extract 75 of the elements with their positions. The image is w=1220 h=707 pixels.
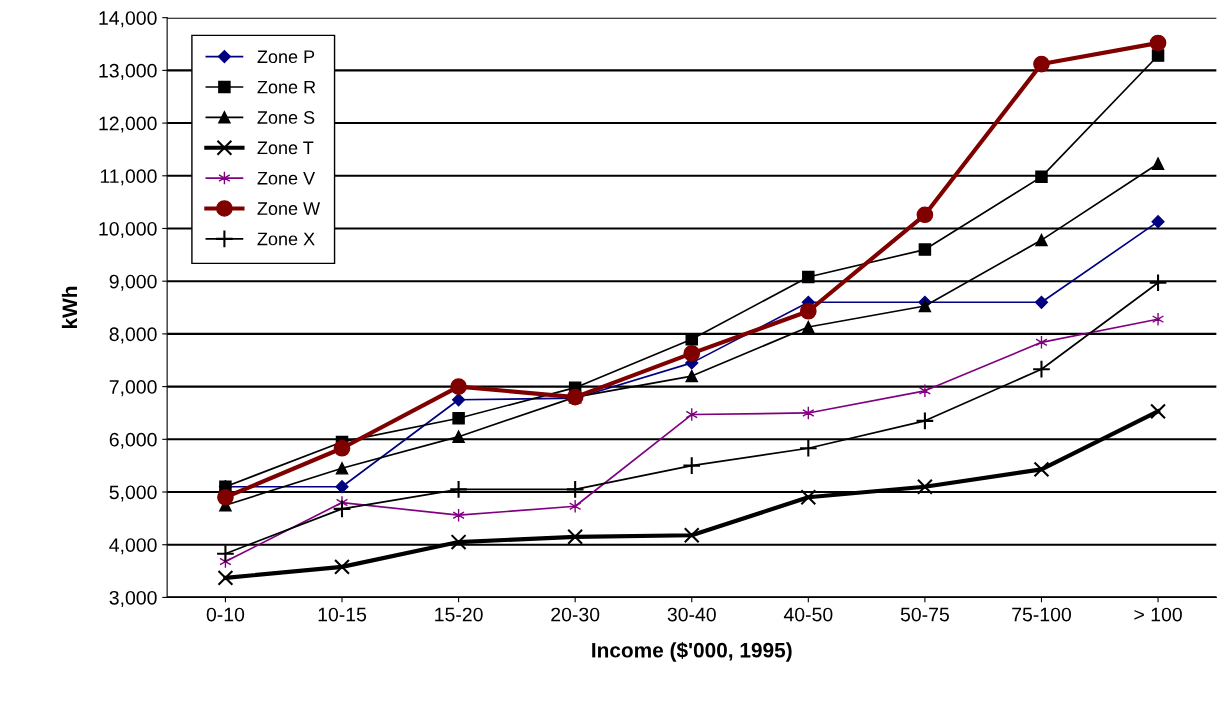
point [216,544,235,564]
y-tick-label: 13,000 [99,63,157,80]
y-tick-label: 11,000 [100,169,157,186]
y-tick-label: 12,000 [99,116,157,133]
point [1150,403,1167,420]
point [565,480,585,499]
point [1149,34,1167,52]
point [915,411,935,431]
x-tick-label: 15-20 [435,607,483,622]
point [918,243,932,256]
point [798,438,818,458]
point [683,527,700,544]
point [333,439,351,457]
point [683,345,701,362]
y-tick-label: 5,000 [109,485,157,502]
point [217,488,234,506]
y-tick-label: 7,000 [109,380,157,397]
x-tick-label: 40-50 [783,607,833,622]
point [567,528,584,545]
point [1151,215,1165,229]
y-tick-label: 8,000 [109,327,157,344]
point [450,378,467,395]
y-tick-label: 9,000 [109,274,157,291]
legend-label: Zone X [257,232,315,246]
point [450,534,467,551]
y-tick-label: 4,000 [109,538,157,555]
point [1033,461,1050,478]
point [1151,157,1165,170]
point [918,383,932,398]
point [449,480,468,499]
y-tick-label: 6,000 [109,432,157,449]
point [335,462,349,475]
x-tick-label: 20-30 [551,607,600,622]
y-axis-title: kWh [61,286,77,329]
point [335,480,349,494]
point [332,499,352,519]
y-tick-label: 14,000 [99,11,157,28]
point [451,393,466,407]
legend-label: Zone T [257,141,314,155]
point [1035,170,1048,184]
x-tick-label: 50-75 [900,607,949,622]
legend-label: Zone P [257,50,315,64]
point [452,411,465,425]
point [334,558,350,575]
point [799,302,817,320]
point [802,320,815,334]
x-tick-label: 75-100 [1012,607,1071,622]
point [800,489,817,506]
x-tick-label: 10-15 [318,607,367,622]
x-tick-label: 30-40 [667,607,716,622]
point [1033,55,1050,73]
x-tick-label: 0-10 [206,607,245,622]
point [685,369,698,383]
x-axis-title: Income ($'000, 1995) [592,641,792,662]
point [916,478,933,495]
legend-label: Zone V [257,172,316,185]
point [1151,312,1165,327]
point [1034,295,1049,309]
point [802,270,815,284]
y-tick-label: 3,000 [109,590,157,607]
point [569,499,582,514]
y-tick-label: 10,000 [99,221,157,239]
legend-label: Zone W [257,202,321,215]
point [1151,49,1165,62]
legend-label: Zone R [257,80,316,94]
point [1032,359,1051,379]
point [916,206,934,224]
point [918,299,932,313]
x-tick-label: > 100 [1134,607,1182,622]
point [1035,233,1048,247]
point [682,456,702,476]
legend-label: Zone S [257,111,315,124]
point [452,430,465,443]
point [217,569,234,586]
point [1148,273,1168,293]
